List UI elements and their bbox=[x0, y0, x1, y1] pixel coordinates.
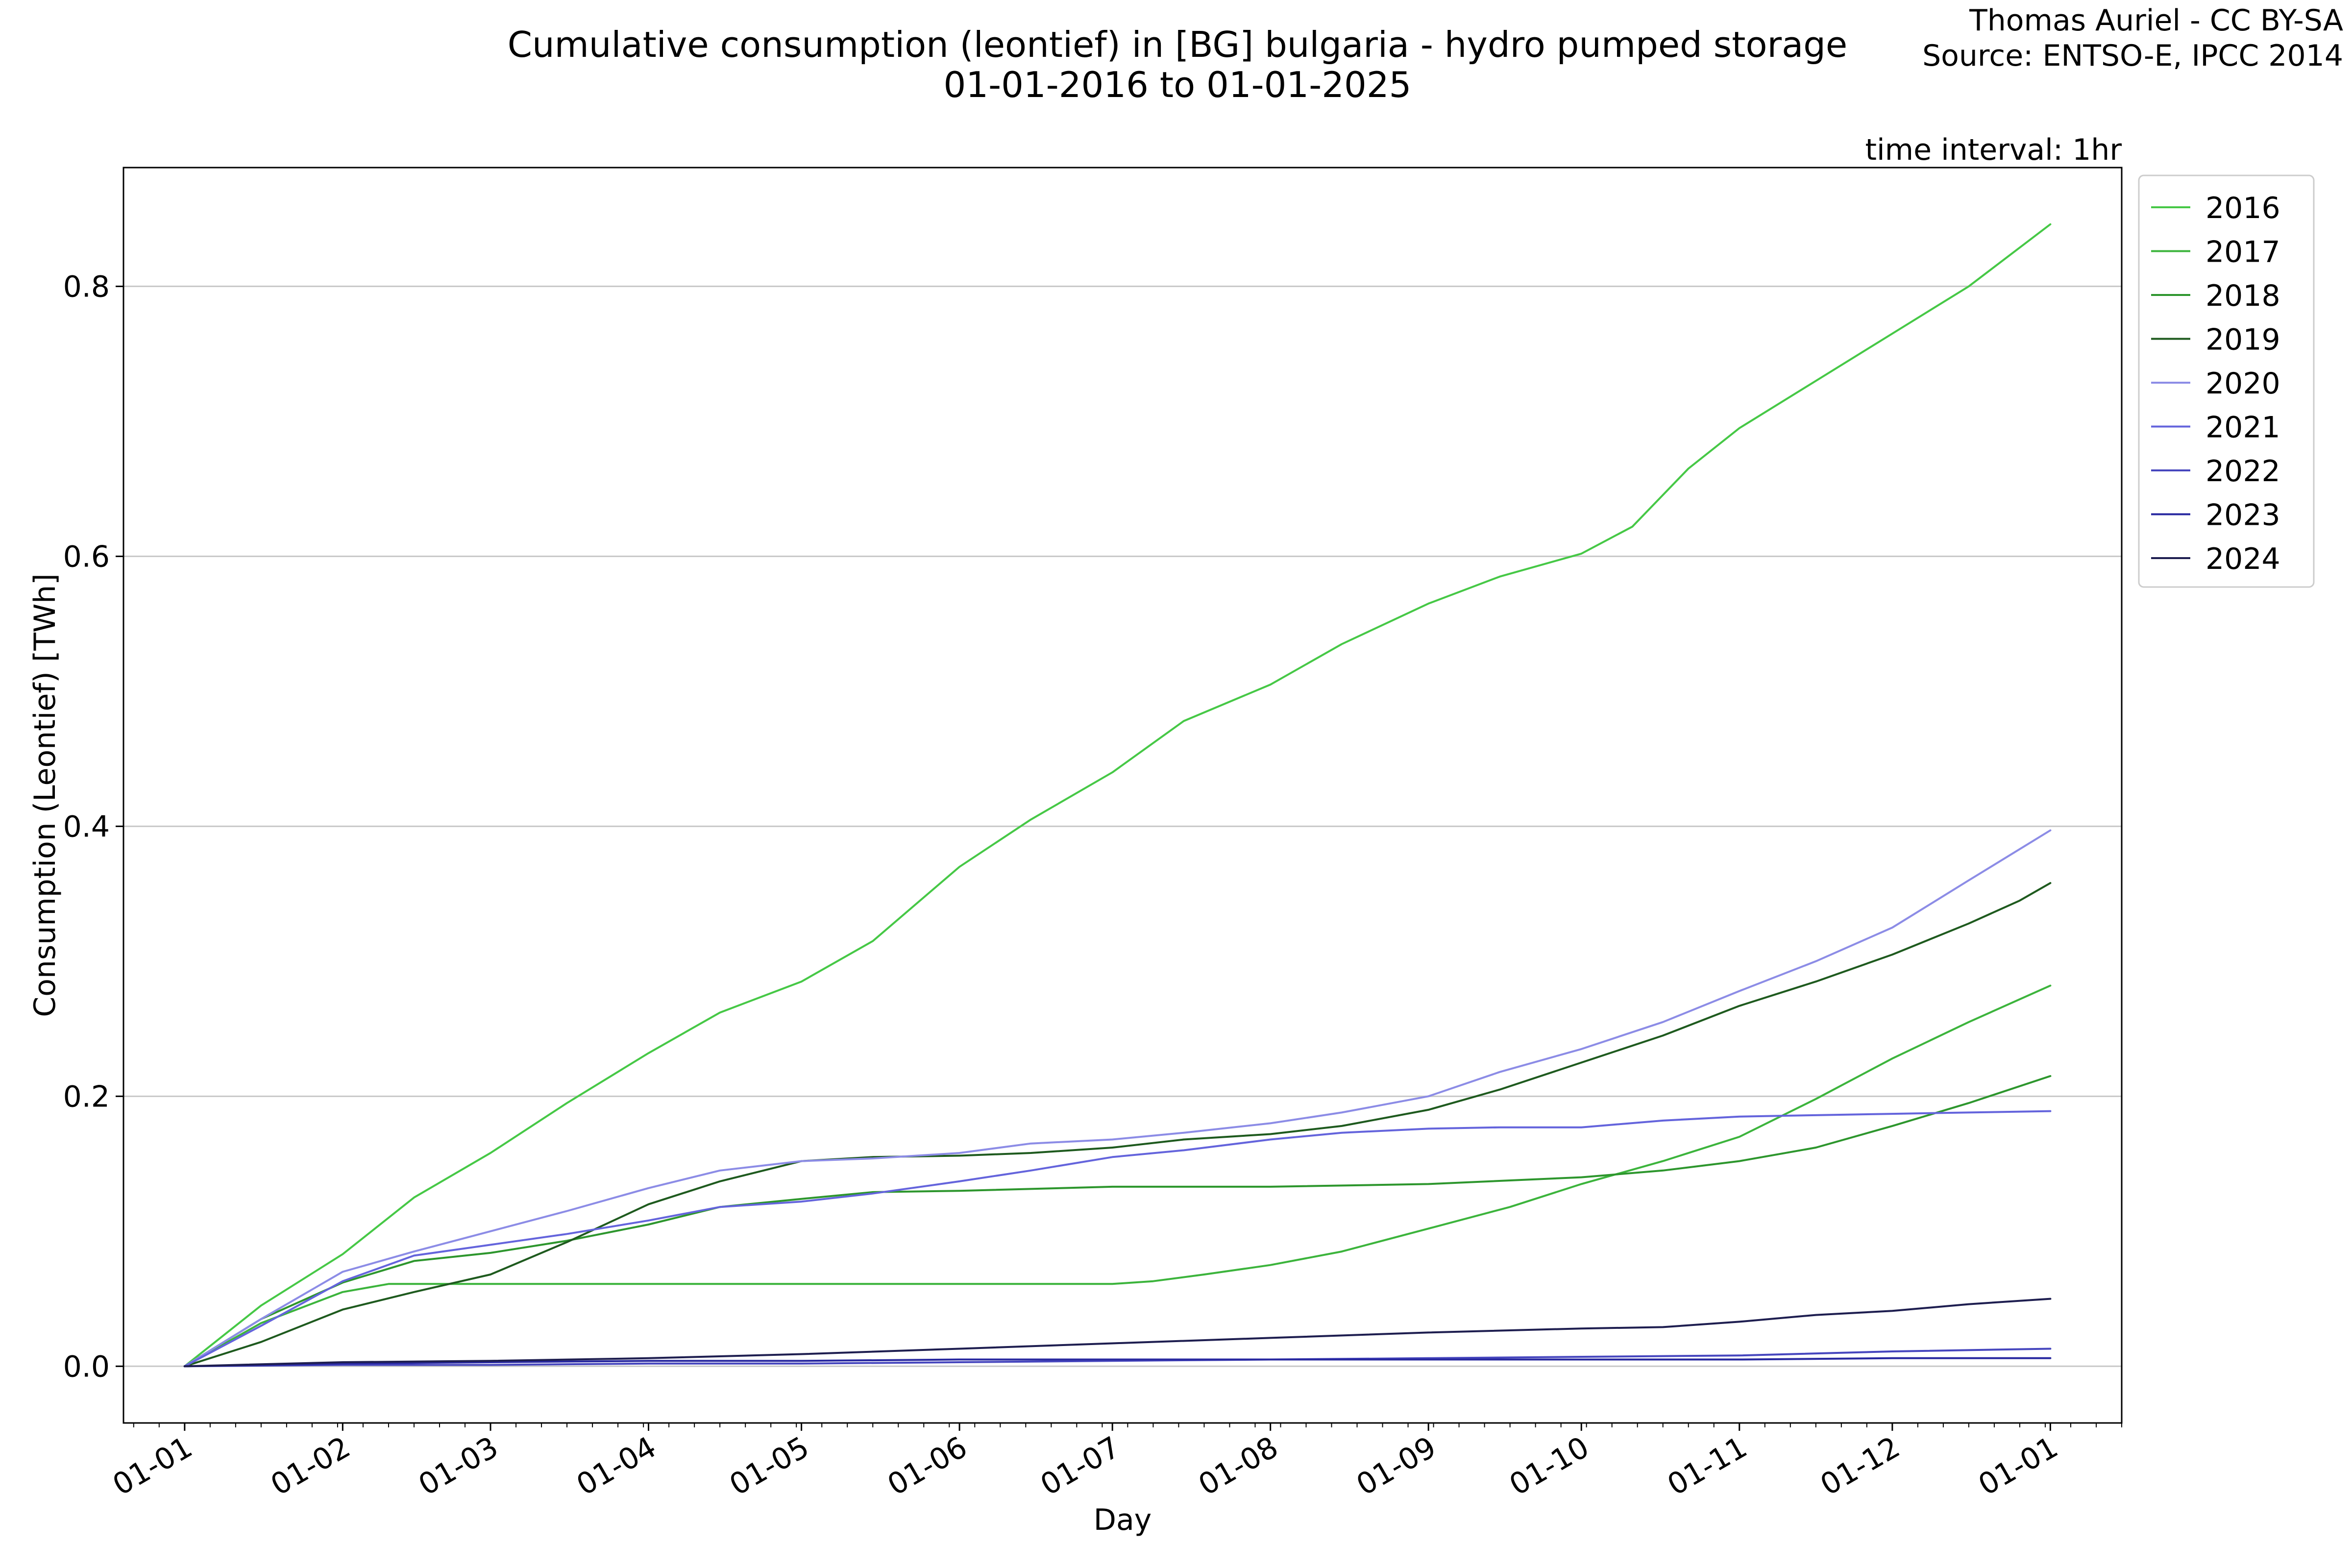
grid bbox=[123, 285, 2122, 1367]
legend-label-2017: 2017 bbox=[2205, 235, 2280, 270]
y-tick-label-2: 0.4 bbox=[63, 809, 110, 844]
series-line-2019 bbox=[183, 882, 2052, 1368]
series-line-2022 bbox=[183, 1348, 2052, 1368]
y-axis: 0.0 0.2 0.4 0.6 0.8 bbox=[63, 270, 123, 1384]
legend-label-2018: 2018 bbox=[2205, 279, 2280, 313]
legend-label-2024: 2024 bbox=[2205, 542, 2280, 576]
series-line-2023 bbox=[183, 1357, 2052, 1368]
legend-label-2021: 2021 bbox=[2205, 411, 2280, 445]
interval-note: time interval: 1hr bbox=[1865, 133, 2122, 167]
y-tick-label-4: 0.8 bbox=[63, 270, 110, 304]
plot-frame bbox=[122, 167, 2123, 1424]
y-tick-label-1: 0.2 bbox=[63, 1079, 110, 1114]
legend-label-2020: 2020 bbox=[2205, 367, 2280, 401]
credit-author: Thomas Auriel - CC BY-SA bbox=[1969, 3, 2343, 38]
y-tick-label-3: 0.6 bbox=[63, 539, 110, 574]
legend-label-2019: 2019 bbox=[2205, 323, 2280, 357]
legend-frame bbox=[2138, 174, 2315, 588]
legend-label-2016: 2016 bbox=[2205, 191, 2280, 225]
legend-label-2023: 2023 bbox=[2205, 498, 2280, 533]
series-line-2016 bbox=[183, 223, 2052, 1368]
y-axis-label: Consumption (Leontief) [TWh] bbox=[28, 573, 62, 1017]
series-lines bbox=[183, 223, 2052, 1368]
x-axis-label: Day bbox=[1094, 1503, 1152, 1537]
y-tick-label-0: 0.0 bbox=[63, 1349, 110, 1384]
series-line-2017 bbox=[183, 984, 2052, 1368]
series-line-2020 bbox=[183, 829, 2052, 1368]
legend: 2016 2017 2018 2019 2020 2021 2022 2023 2024 bbox=[2138, 174, 2315, 588]
series-line-2024 bbox=[183, 1298, 2052, 1368]
chart-title: Cumulative consumption (leontief) in [BG… bbox=[508, 24, 1847, 65]
legend-label-2022: 2022 bbox=[2205, 454, 2280, 489]
series-line-2021 bbox=[183, 1110, 2052, 1368]
chart-subtitle: 01-01-2016 to 01-01-2025 bbox=[944, 64, 1412, 105]
credit-source: Source: ENTSO-E, IPCC 2014 bbox=[1922, 39, 2343, 73]
series-line-2018 bbox=[183, 1075, 2052, 1368]
